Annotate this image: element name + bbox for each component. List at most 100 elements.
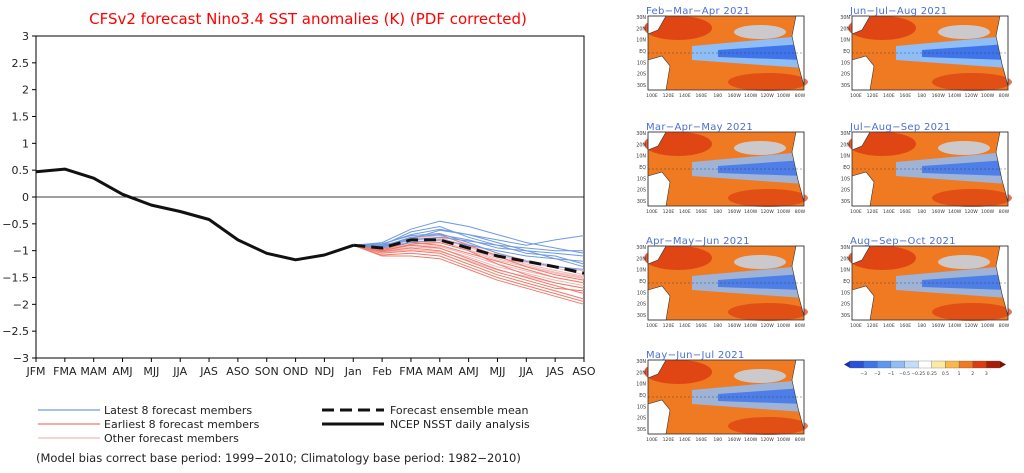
map-lat-label: EQ — [639, 279, 646, 285]
map-lat-label: EQ — [639, 393, 646, 399]
sst-map-panel: 30N 20N 10N EQ 10S 20S 30S 100E 120E 140E 160E 180 1… — [628, 346, 810, 448]
map-title: Aug−Sep−Oct 2021 — [850, 236, 956, 247]
map-lon-label: 120E — [867, 323, 879, 329]
sst-map-panel: 30N 20N 10N EQ 10S 20S 30S 100E 120E 140E 160E 180 1… — [832, 118, 1014, 220]
map-lat-label: 30S — [637, 427, 646, 433]
chart-title: CFSv2 forecast Nino3.4 SST anomalies (K)… — [89, 10, 527, 28]
analysis-line — [35, 167, 354, 262]
map-lon-label: 140E — [883, 93, 895, 99]
map-lon-label: 100W — [981, 209, 995, 215]
warm-anomaly — [932, 73, 1012, 91]
earliest-member-line — [353, 242, 585, 289]
colorbar-arrow-right — [1000, 361, 1006, 368]
map-lon-label: 160W — [728, 93, 742, 99]
map-lon-label: 160E — [695, 437, 707, 443]
colorbar-label: −1 — [888, 371, 895, 377]
map-title: Mar−Apr−May 2021 — [646, 122, 754, 133]
map-lon-label: 140W — [744, 437, 758, 443]
y-tick-label: −3 — [13, 352, 29, 365]
map-lon-label: 120W — [760, 437, 774, 443]
colorbar-segment — [986, 360, 1001, 369]
map-lon-label: 140E — [679, 93, 691, 99]
colorbar-segment — [863, 360, 878, 369]
map-lat-label: 30S — [841, 83, 850, 89]
colorbar-arrow-left — [844, 361, 850, 368]
map-lon-label: 160W — [932, 93, 946, 99]
sst-map-panel: 30N 20N 10N EQ 10S 20S 30S 100E 120E 140E 160E 180 1… — [832, 232, 1014, 334]
map-lon-label: 140W — [948, 323, 962, 329]
map-lon-label: 120E — [867, 93, 879, 99]
map-lat-label: 30N — [636, 359, 646, 365]
map-lat-label: 20N — [636, 142, 646, 148]
cool-anomaly-core — [718, 388, 804, 404]
y-tick-label: 2.5 — [12, 57, 30, 70]
map-lon-label: 140E — [883, 323, 895, 329]
cool-anomaly — [734, 369, 786, 383]
map-lon-label: 100W — [777, 323, 791, 329]
y-tick-label: −1 — [13, 245, 29, 258]
map-lat-label: 10N — [636, 382, 646, 388]
x-tick-label: OND — [283, 365, 308, 378]
map-lat-label: 30N — [636, 245, 646, 251]
map-lon-label: 140E — [883, 209, 895, 215]
x-tick-label: JJA — [172, 365, 187, 378]
map-lon-label: 160W — [728, 437, 742, 443]
colorbar-label: 1 — [958, 371, 961, 377]
map-lon-label: 120W — [964, 93, 978, 99]
cool-anomaly — [938, 255, 990, 269]
map-lon-label: 100E — [850, 209, 862, 215]
map-lat-label: 10S — [841, 290, 850, 296]
map-lat-label: 30N — [840, 131, 850, 137]
x-tick-label: JJA — [518, 365, 533, 378]
x-tick-label: JAS — [545, 365, 564, 378]
map-lat-label: 10N — [840, 268, 850, 274]
cool-anomaly-core — [922, 274, 1008, 290]
latest-member-line — [353, 229, 585, 268]
map-lon-label: 160E — [899, 93, 911, 99]
map-lat-label: 20N — [840, 256, 850, 262]
earliest-member-line — [353, 244, 585, 292]
legend-earliest-label: Earliest 8 forecast members — [104, 418, 260, 431]
x-tick-label: JFM — [25, 365, 45, 378]
legend-analysis-label: NCEP NSST daily analysis — [390, 418, 530, 431]
x-tick-label: MAM — [427, 365, 454, 378]
y-tick-label: −2.5 — [2, 325, 29, 338]
colorbar-segment — [877, 360, 892, 369]
x-tick-label: MJJ — [143, 365, 159, 378]
map-lon-label: 160E — [899, 209, 911, 215]
map-lat-label: 30S — [637, 199, 646, 205]
map-lon-label: 100E — [646, 323, 658, 329]
latest-member-line — [353, 220, 585, 254]
colorbar-label: −2 — [874, 371, 881, 377]
map-lon-label: 140W — [744, 93, 758, 99]
x-tick-label: FMA — [53, 365, 77, 378]
cool-anomaly — [938, 25, 990, 39]
map-lat-label: 20S — [841, 302, 850, 308]
cool-anomaly-core — [718, 274, 804, 290]
map-lat-label: EQ — [843, 165, 850, 171]
map-lat-label: 20N — [840, 26, 850, 32]
colorbar-segment — [890, 360, 905, 369]
map-lat-label: 10S — [637, 176, 646, 182]
map-lat-label: 30N — [636, 15, 646, 21]
map-lon-label: 100W — [981, 323, 995, 329]
legend-latest-label: Latest 8 forecast members — [104, 404, 252, 417]
x-tick-label: NDJ — [314, 365, 334, 378]
map-lon-label: 140E — [679, 209, 691, 215]
map-lat-label: 20S — [637, 302, 646, 308]
warm-anomaly — [728, 73, 808, 91]
earliest-member-line — [353, 244, 585, 303]
map-lon-label: 100W — [981, 93, 995, 99]
sst-map-panel: 30N 20N 10N EQ 10S 20S 30S 100E 120E 140E 160E 180 1… — [628, 118, 810, 220]
legend-mean-label: Forecast ensemble mean — [390, 404, 529, 417]
map-lon-label: 140W — [744, 209, 758, 215]
x-tick-label: AMJ — [112, 365, 132, 378]
other-member-line — [353, 244, 585, 289]
map-lat-label: 10S — [841, 60, 850, 66]
map-lon-label: 160E — [695, 323, 707, 329]
map-lon-label: 80W — [795, 323, 806, 329]
colorbar-segment — [931, 360, 946, 369]
map-lat-label: 10S — [637, 404, 646, 410]
